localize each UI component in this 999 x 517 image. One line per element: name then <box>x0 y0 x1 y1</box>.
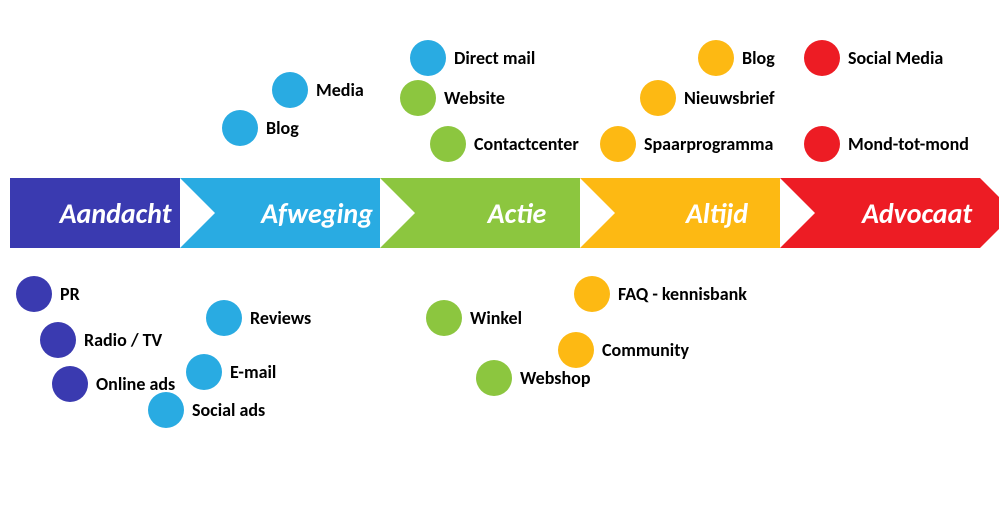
dot-online-ads <box>52 366 88 402</box>
stage-arrow-advocaat: Advocaat <box>780 178 999 248</box>
dot-label-blog-afweging: Blog <box>266 117 299 139</box>
dot-website <box>400 80 436 116</box>
dot-label-reviews: Reviews <box>250 307 311 329</box>
dot-label-radio-tv: Radio / TV <box>84 329 162 351</box>
dot-label-nieuwsbrief: Nieuwsbrief <box>684 87 775 109</box>
dot-label-contactcenter: Contactcenter <box>474 133 579 155</box>
dot-direct-mail <box>410 40 446 76</box>
dot-contactcenter <box>430 126 466 162</box>
dot-webshop <box>476 360 512 396</box>
dot-pr <box>16 276 52 312</box>
dot-label-mond-tot-mond: Mond-tot-mond <box>848 133 969 155</box>
dot-label-webshop: Webshop <box>520 367 590 389</box>
dot-label-faq-kennisbank: FAQ - kennisbank <box>618 283 747 305</box>
dot-label-community: Community <box>602 339 689 361</box>
dot-community <box>558 332 594 368</box>
dot-mond-tot-mond <box>804 126 840 162</box>
dot-label-blog-altijd: Blog <box>742 47 775 69</box>
dot-blog-afweging <box>222 110 258 146</box>
dot-label-social-ads: Social ads <box>192 399 265 421</box>
dot-label-e-mail: E-mail <box>230 361 276 383</box>
dot-spaarprogramma <box>600 126 636 162</box>
dot-label-pr: PR <box>60 283 80 305</box>
dot-radio-tv <box>40 322 76 358</box>
dot-faq-kennisbank <box>574 276 610 312</box>
dot-media <box>272 72 308 108</box>
dot-social-media <box>804 40 840 76</box>
dot-winkel <box>426 300 462 336</box>
dot-nieuwsbrief <box>640 80 676 116</box>
dot-reviews <box>206 300 242 336</box>
dot-label-direct-mail: Direct mail <box>454 47 535 69</box>
dot-e-mail <box>186 354 222 390</box>
stage-label-advocaat: Advocaat <box>780 178 999 248</box>
dot-label-spaarprogramma: Spaarprogramma <box>644 133 773 155</box>
dot-social-ads <box>148 392 184 428</box>
dot-blog-altijd <box>698 40 734 76</box>
dot-label-social-media: Social Media <box>848 47 943 69</box>
dot-label-website: Website <box>444 87 505 109</box>
dot-label-winkel: Winkel <box>470 307 522 329</box>
dot-label-media: Media <box>316 79 364 101</box>
